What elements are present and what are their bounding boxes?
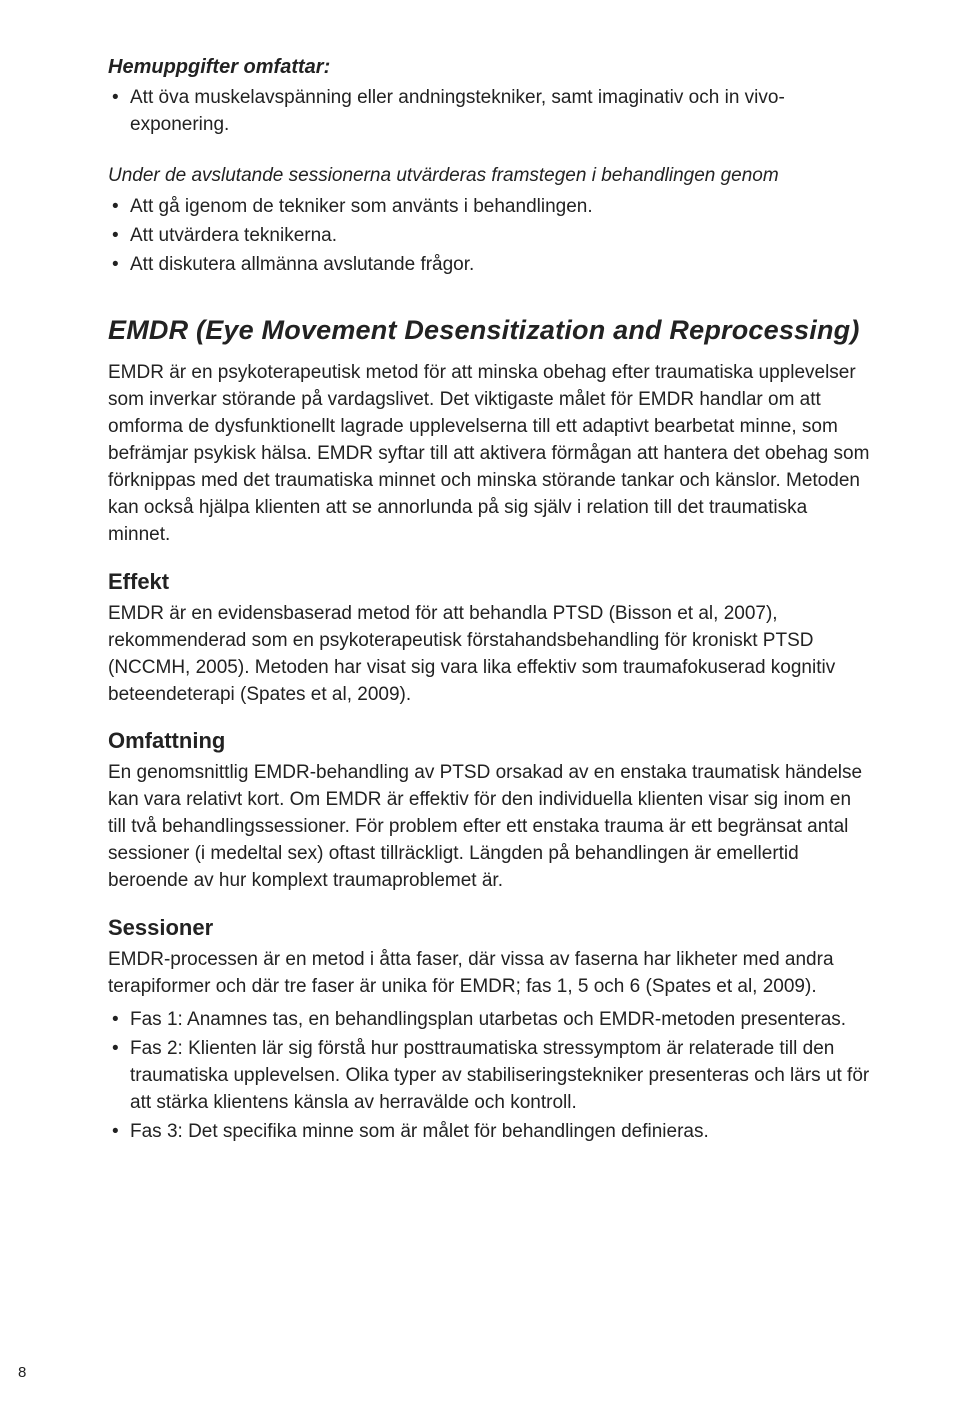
avslutande-lead: Under de avslutande sessionerna utvärder… (108, 163, 874, 190)
hemuppgifter-heading: Hemuppgifter omfattar: (108, 56, 874, 79)
document-page: Hemuppgifter omfattar: Att öva muskelavs… (0, 0, 960, 1407)
list-item: Fas 3: Det specifika minne som är målet … (130, 1119, 874, 1146)
sessioner-lead: EMDR-processen är en metod i åtta faser,… (108, 947, 874, 1001)
omfattning-heading: Omfattning (108, 728, 874, 754)
hemuppgifter-list: Att öva muskelavspänning eller andningst… (108, 85, 874, 139)
sessioner-list: Fas 1: Anamnes tas, en behandlingsplan u… (108, 1007, 874, 1146)
list-item: Att utvärdera teknikerna. (130, 223, 874, 250)
list-item: Att diskutera allmänna avslutande frågor… (130, 252, 874, 279)
omfattning-body: En genomsnittlig EMDR-behandling av PTSD… (108, 760, 874, 895)
effekt-heading: Effekt (108, 569, 874, 595)
emdr-intro: EMDR är en psykoterapeutisk metod för at… (108, 360, 874, 549)
avslutande-list: Att gå igenom de tekniker som använts i … (108, 194, 874, 279)
emdr-title: EMDR (Eye Movement Desensitization and R… (108, 315, 874, 346)
list-item: Att gå igenom de tekniker som använts i … (130, 194, 874, 221)
list-item: Fas 2: Klienten lär sig förstå hur postt… (130, 1036, 874, 1117)
list-item: Att öva muskelavspänning eller andningst… (130, 85, 874, 139)
list-item: Fas 1: Anamnes tas, en behandlingsplan u… (130, 1007, 874, 1034)
effekt-body: EMDR är en evidensbaserad metod för att … (108, 601, 874, 709)
sessioner-heading: Sessioner (108, 915, 874, 941)
page-number: 8 (18, 1364, 26, 1381)
